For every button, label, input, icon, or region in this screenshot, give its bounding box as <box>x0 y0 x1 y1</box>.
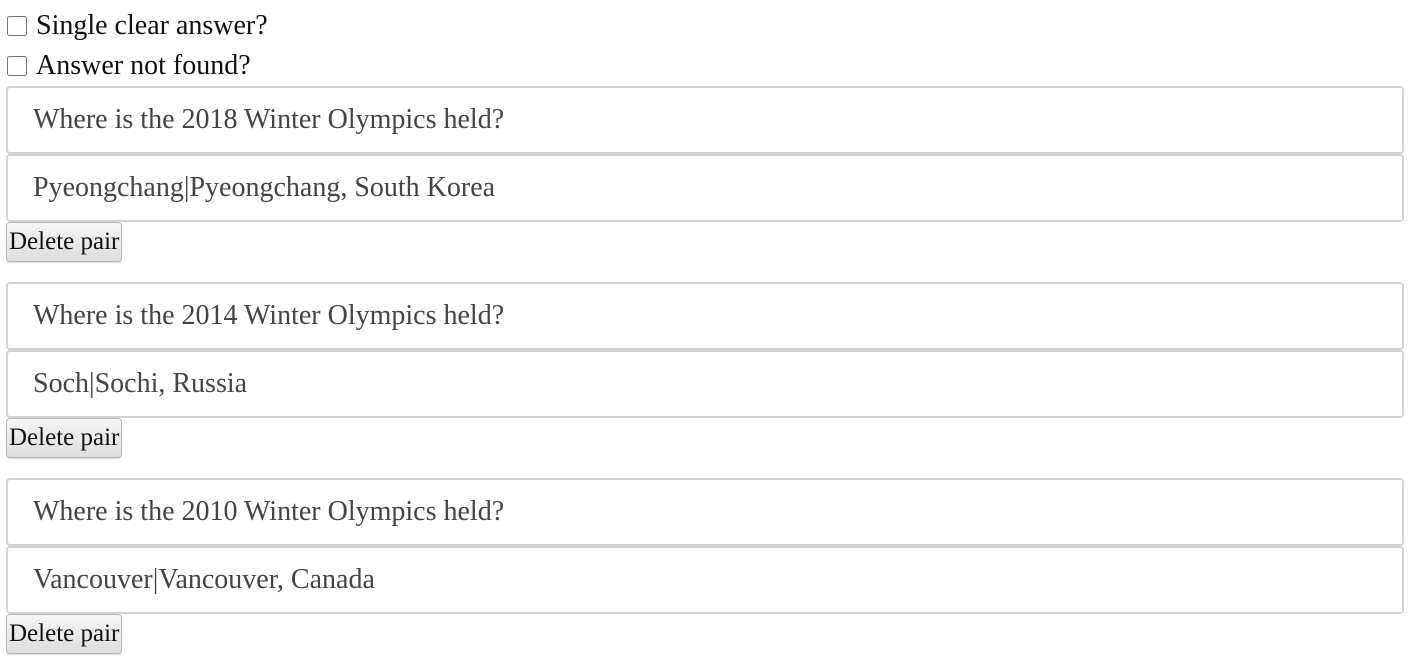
answer-not-found-checkbox[interactable] <box>7 56 27 76</box>
answer-not-found-option: Answer not found? <box>7 51 251 81</box>
single-clear-answer-checkbox[interactable] <box>7 16 27 36</box>
question-field[interactable]: Where is the 2010 Winter Olympics held? <box>6 478 1404 546</box>
answer-field[interactable]: Pyeongchang|Pyeongchang, South Korea <box>6 154 1404 222</box>
single-clear-answer-option: Single clear answer? <box>7 11 268 41</box>
delete-pair-button[interactable]: Delete pair <box>6 418 123 458</box>
qa-pair: Where is the 2018 Winter Olympics held? … <box>6 86 1404 262</box>
question-field[interactable]: Where is the 2018 Winter Olympics held? <box>6 86 1404 154</box>
qa-pair: Where is the 2010 Winter Olympics held? … <box>6 478 1404 654</box>
qa-pair: Where is the 2014 Winter Olympics held? … <box>6 282 1404 458</box>
answer-field[interactable]: Vancouver|Vancouver, Canada <box>6 546 1404 614</box>
delete-pair-button[interactable]: Delete pair <box>6 222 123 262</box>
answer-not-found-label: Answer not found? <box>36 50 251 81</box>
question-field[interactable]: Where is the 2014 Winter Olympics held? <box>6 282 1404 350</box>
single-clear-answer-label: Single clear answer? <box>36 10 268 41</box>
answer-field[interactable]: Soch|Sochi, Russia <box>6 350 1404 418</box>
delete-pair-button[interactable]: Delete pair <box>6 614 123 654</box>
